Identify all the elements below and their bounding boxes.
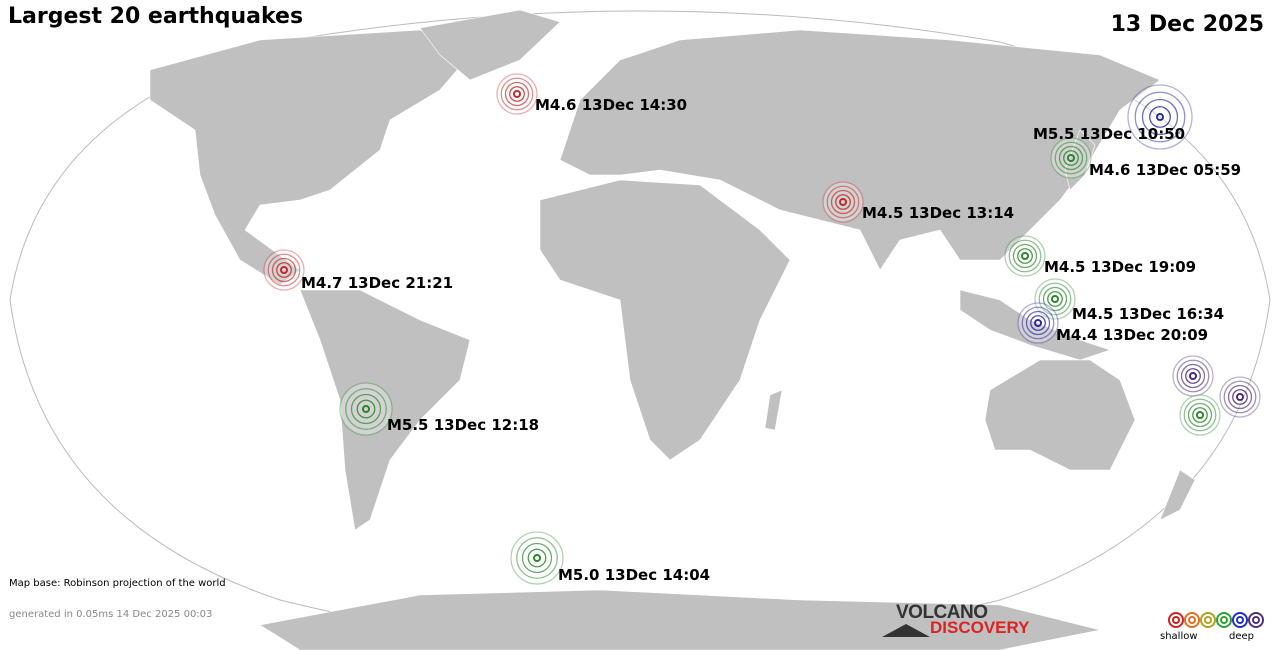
legend-depth-ring bbox=[1248, 612, 1264, 628]
quake-label[interactable]: M4.4 13Dec 20:09 bbox=[1056, 326, 1209, 344]
earthquake-marker[interactable] bbox=[263, 249, 305, 291]
legend-depth-ring bbox=[1232, 612, 1248, 628]
logo-line1: VOLCANO bbox=[896, 602, 988, 623]
earthquake-marker[interactable] bbox=[1219, 376, 1261, 418]
legend-depth-ring bbox=[1236, 616, 1244, 624]
earthquake-marker[interactable] bbox=[1017, 302, 1059, 344]
legend-depth-ring bbox=[1172, 616, 1180, 624]
earthquake-marker[interactable] bbox=[1050, 137, 1092, 179]
legend-depth-ring bbox=[1204, 616, 1212, 624]
earthquake-marker[interactable] bbox=[496, 73, 538, 115]
europe-asia bbox=[559, 29, 1161, 271]
legend-depth-ring bbox=[1188, 616, 1196, 624]
legend-depth-ring bbox=[1216, 612, 1232, 628]
legend-depth-ring bbox=[1168, 612, 1184, 628]
africa bbox=[539, 179, 791, 461]
earthquake-marker[interactable] bbox=[339, 382, 393, 436]
earthquake-marker[interactable] bbox=[510, 531, 564, 585]
greenland bbox=[419, 9, 561, 81]
map-base-note: Map base: Robinson projection of the wor… bbox=[9, 578, 226, 589]
quake-label[interactable]: M5.0 13Dec 14:04 bbox=[558, 566, 711, 584]
legend-depth-ring bbox=[1184, 612, 1200, 628]
quake-label[interactable]: M4.5 13Dec 19:09 bbox=[1044, 258, 1197, 276]
logo-line2: DISCOVERY bbox=[930, 618, 1030, 637]
quake-label[interactable]: M4.6 13Dec 14:30 bbox=[535, 96, 688, 114]
legend-deep-label: deep bbox=[1229, 631, 1254, 642]
earthquake-marker[interactable] bbox=[1172, 355, 1214, 397]
quake-label[interactable]: M4.6 13Dec 05:59 bbox=[1089, 161, 1242, 179]
volcano-icon bbox=[882, 624, 930, 637]
legend-shallow-label: shallow bbox=[1160, 631, 1198, 642]
quake-label[interactable]: M4.5 13Dec 16:34 bbox=[1072, 305, 1225, 323]
australia bbox=[984, 359, 1136, 471]
south-america bbox=[299, 289, 471, 531]
japan bbox=[1064, 129, 1096, 191]
quake-label[interactable]: M5.5 13Dec 10:50 bbox=[1033, 125, 1186, 143]
quake-label[interactable]: M4.7 13Dec 21:21 bbox=[301, 274, 454, 292]
earthquake-marker[interactable] bbox=[822, 181, 864, 223]
legend-depth-ring bbox=[1252, 616, 1260, 624]
volcano-discovery-logo[interactable]: VOLCANO DISCOVERY bbox=[880, 602, 1040, 644]
depth-legend: shallow deep bbox=[1160, 610, 1270, 646]
page-title: Largest 20 earthquakes bbox=[8, 4, 304, 29]
earthquake-marker[interactable] bbox=[1127, 84, 1193, 150]
generated-note: generated in 0.05ms 14 Dec 2025 00:03 bbox=[9, 609, 213, 620]
quake-label[interactable]: M4.5 13Dec 13:14 bbox=[862, 204, 1015, 222]
earthquake-marker[interactable] bbox=[1179, 394, 1221, 436]
map-date: 13 Dec 2025 bbox=[1110, 12, 1264, 37]
legend-depth-ring bbox=[1220, 616, 1228, 624]
quake-label[interactable]: M5.5 13Dec 12:18 bbox=[387, 416, 540, 434]
new-zealand bbox=[1159, 469, 1196, 521]
madagascar bbox=[764, 389, 783, 431]
earthquake-marker[interactable] bbox=[1004, 235, 1046, 277]
legend-depth-ring bbox=[1200, 612, 1216, 628]
